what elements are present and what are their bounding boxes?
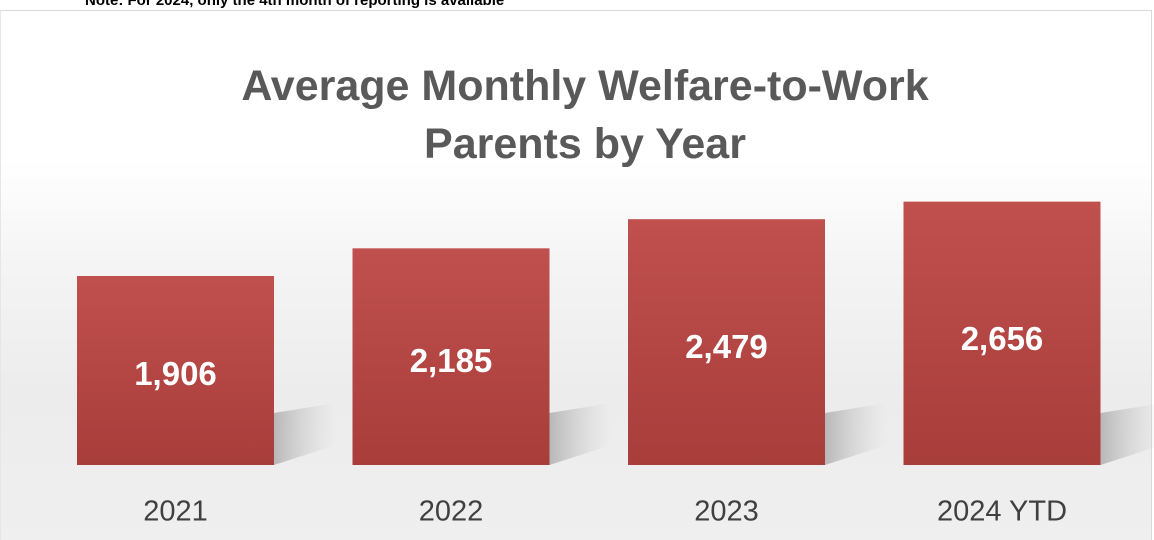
value-label: 2,656 (961, 320, 1044, 357)
value-label: 2,185 (410, 342, 493, 379)
value-label: 2,479 (685, 328, 768, 365)
bar-shadow (549, 403, 612, 465)
bar-shadow (274, 403, 336, 465)
chart-title-line-1: Average Monthly Welfare-to-Work (241, 62, 929, 110)
bar-shadows (274, 403, 1154, 465)
bar-shadow (1100, 404, 1154, 465)
bars (77, 201, 1101, 466)
chart-title-line-2: Parents by Year (424, 120, 746, 168)
bar-2022 (352, 248, 550, 465)
value-labels: 1,906 2,185 2,479 2,656 (134, 320, 1043, 392)
bar-2021 (77, 276, 274, 465)
bar-2023 (628, 219, 825, 465)
bar-shadow (825, 403, 887, 465)
category-labels: 2021 2022 2023 2024 YTD (143, 496, 1067, 528)
category-label: 2022 (419, 496, 484, 528)
category-label: 2024 YTD (937, 496, 1067, 528)
chart-title: Average Monthly Welfare-to-Work Parents … (0, 57, 1154, 173)
category-label: 2023 (694, 496, 759, 528)
note-text: Note: For 2024, only the 4th month of re… (85, 0, 505, 9)
category-label: 2021 (143, 496, 208, 528)
bar-2024-ytd (903, 201, 1101, 466)
value-label: 1,906 (134, 355, 217, 392)
